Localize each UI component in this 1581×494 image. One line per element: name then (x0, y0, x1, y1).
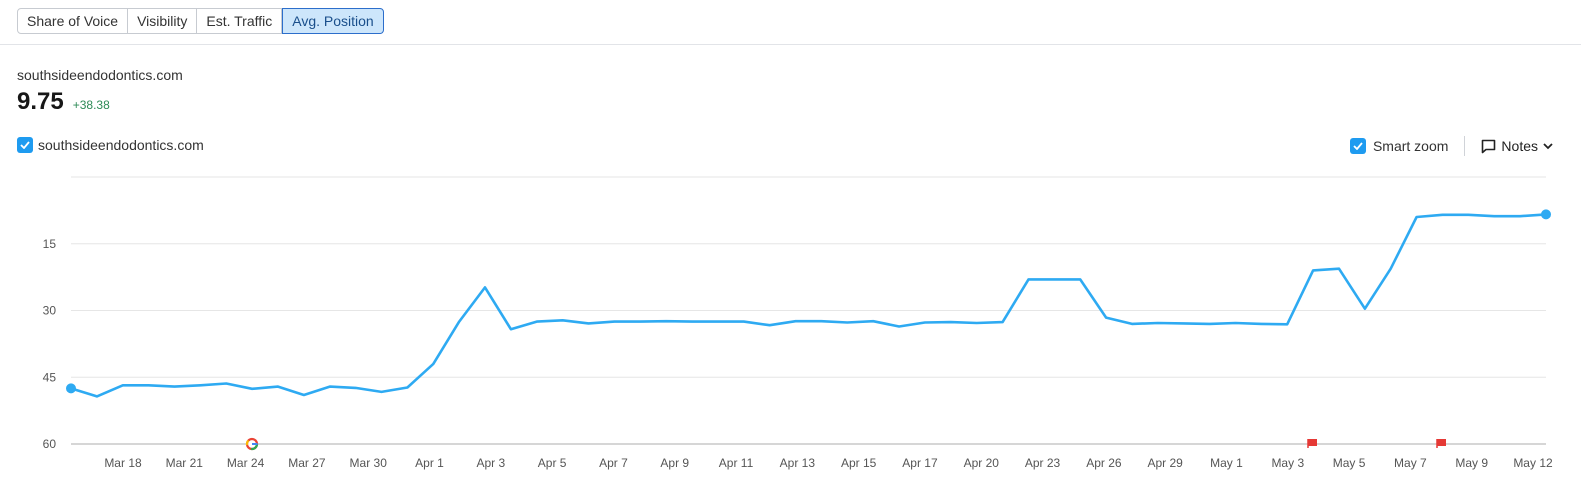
x-tick-label: Apr 29 (1147, 456, 1183, 470)
summary-domain: southsideendodontics.com (17, 67, 183, 83)
metric-tabs: Share of Voice Visibility Est. Traffic Avg.… (17, 8, 384, 34)
x-tick-label: Mar 27 (288, 456, 326, 470)
checkmark-icon (20, 141, 30, 149)
summary-value: 9.75 (17, 88, 64, 115)
legend-item[interactable]: southsideendodontics.com (17, 137, 204, 153)
x-tick-label: May 1 (1210, 456, 1243, 470)
summary-delta: +38.38 (72, 98, 110, 112)
notes-label: Notes (1501, 138, 1538, 154)
note-flag-icon (1436, 439, 1446, 448)
y-tick-label: 15 (43, 237, 57, 251)
header-divider (0, 44, 1581, 45)
y-tick-label: 45 (43, 370, 57, 384)
legend-label: southsideendodontics.com (38, 137, 204, 153)
x-tick-label: Apr 17 (902, 456, 938, 470)
notes-button[interactable]: Notes (1481, 138, 1553, 154)
x-tick-label: Apr 23 (1025, 456, 1061, 470)
series-line (70, 213, 1547, 398)
y-tick-label: 30 (43, 304, 57, 318)
x-tick-label: Apr 3 (476, 456, 505, 470)
x-tick-label: Apr 11 (719, 456, 754, 470)
x-tick-label: Apr 1 (415, 456, 444, 470)
x-tick-label: Apr 13 (780, 456, 816, 470)
controls-divider (1464, 136, 1466, 156)
x-tick-label: Apr 20 (964, 456, 1000, 470)
legend-checkbox[interactable] (17, 137, 33, 153)
x-tick-label: May 9 (1455, 456, 1488, 470)
google-update-marker (245, 437, 259, 451)
x-tick-label: May 3 (1271, 456, 1304, 470)
x-tick-label: Apr 15 (841, 456, 877, 470)
x-tick-label: Apr 26 (1086, 456, 1122, 470)
x-tick-label: Apr 5 (538, 456, 567, 470)
comment-icon (1482, 139, 1496, 153)
x-tick-label: Apr 7 (599, 456, 628, 470)
x-tick-label: May 7 (1394, 456, 1427, 470)
summary-metric: 9.75 +38.38 (17, 88, 110, 116)
tab-avg-position[interactable]: Avg. Position (282, 8, 384, 34)
series-end-point (1541, 209, 1551, 220)
checkmark-icon (1353, 142, 1363, 150)
x-tick-label: Mar 24 (227, 456, 265, 470)
note-flag-icon (1307, 439, 1317, 448)
tab-share-of-voice[interactable]: Share of Voice (17, 8, 129, 34)
x-tick-label: Mar 18 (104, 456, 142, 470)
x-tick-label: Mar 30 (350, 456, 388, 470)
series-start-point (66, 383, 76, 394)
avg-position-chart: 15 30 45 60 Mar 18 Mar 21 Mar 24 Mar 27 Mar 30 Ap… (43, 176, 1553, 470)
x-tick-label: Apr 9 (660, 456, 689, 470)
chevron-down-icon (1543, 142, 1553, 149)
y-tick-label: 60 (43, 437, 57, 451)
x-tick-label: May 5 (1333, 456, 1366, 470)
smart-zoom-checkbox[interactable] (1349, 138, 1366, 154)
smart-zoom-label: Smart zoom (1372, 138, 1449, 154)
x-tick-label: May 12 (1513, 456, 1553, 470)
tab-visibility[interactable]: Visibility (128, 8, 198, 34)
tab-est-traffic[interactable]: Est. Traffic (197, 8, 283, 34)
chart-controls: Smart zoom Notes (1349, 136, 1553, 156)
x-tick-label: Mar 21 (166, 456, 204, 470)
